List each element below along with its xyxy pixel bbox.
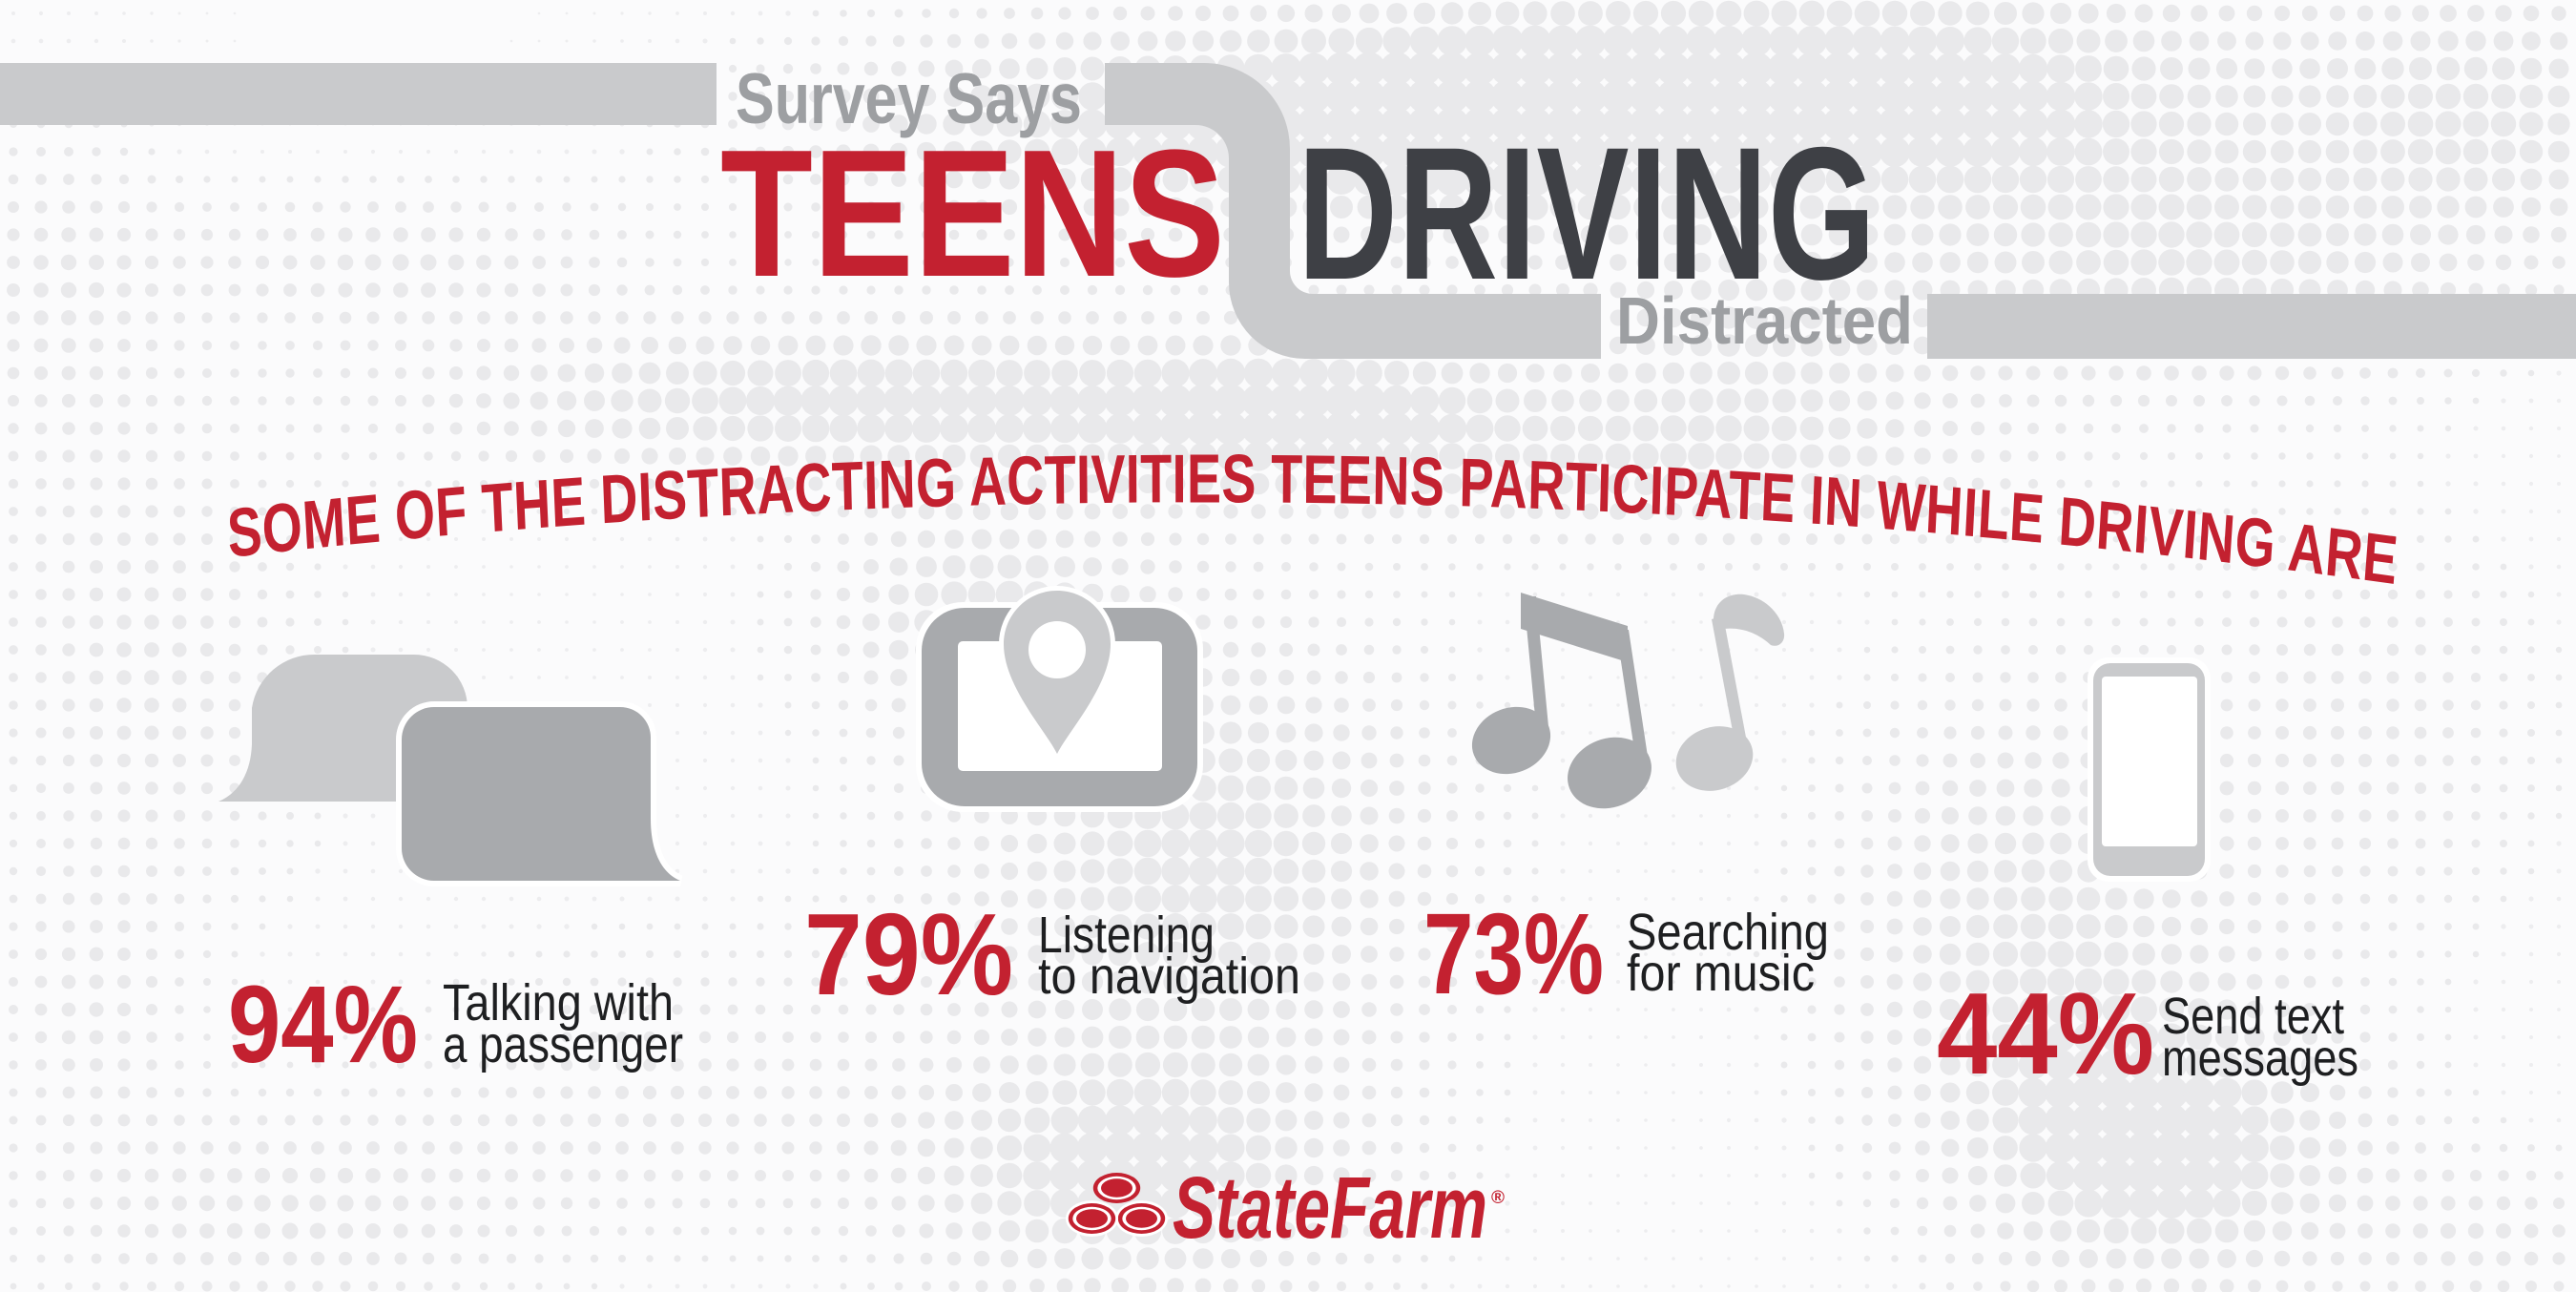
svg-text:Survey Says: Survey Says (736, 58, 1082, 138)
svg-text:to navigation: to navigation (1038, 948, 1300, 1005)
svg-text:a passenger: a passenger (443, 1016, 683, 1073)
svg-text:for music: for music (1627, 945, 1815, 1002)
svg-text:79%: 79% (804, 889, 1013, 1019)
svg-text:TEENS: TEENS (720, 113, 1225, 315)
svg-text:73%: 73% (1423, 888, 1604, 1018)
svg-text:StateFarm: StateFarm (1173, 1159, 1487, 1257)
svg-text:Listening: Listening (1038, 906, 1215, 964)
svg-text:DRIVING: DRIVING (1298, 108, 1876, 319)
svg-text:Send text: Send text (2162, 988, 2344, 1045)
svg-text:Talking with: Talking with (443, 974, 674, 1032)
svg-text:Searching: Searching (1627, 904, 1829, 961)
svg-text:®: ® (1491, 1188, 1505, 1208)
svg-text:94%: 94% (228, 964, 418, 1086)
svg-text:messages: messages (2162, 1030, 2358, 1087)
svg-text:Distracted: Distracted (1616, 283, 1913, 358)
svg-text:44%: 44% (1937, 969, 2154, 1098)
